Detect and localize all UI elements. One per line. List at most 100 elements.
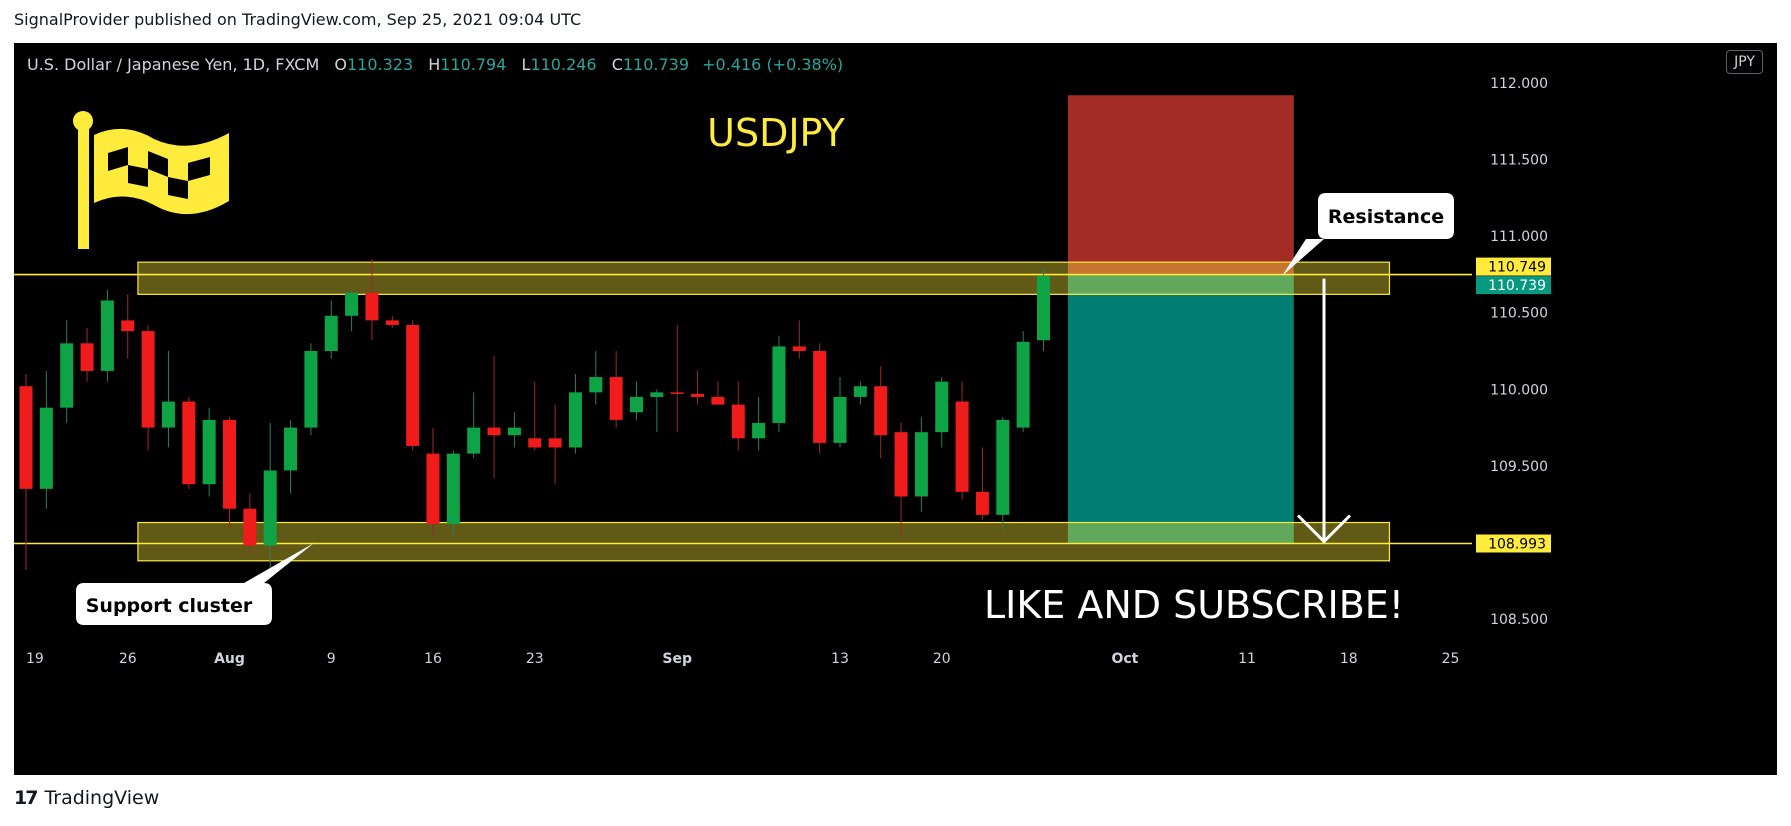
candle-body — [141, 331, 155, 428]
price-axis-bg — [1472, 43, 1777, 775]
candle-body — [161, 401, 175, 428]
candle-body — [121, 320, 135, 332]
price-label-text: 110.749 — [1488, 260, 1546, 276]
candle-body — [568, 392, 582, 448]
candle-body — [691, 393, 705, 397]
publish-text: SignalProvider published on TradingView.… — [14, 10, 582, 29]
x-tick-label: 16 — [424, 651, 442, 667]
low-value: 110.246 — [530, 55, 597, 74]
publish-header: SignalProvider published on TradingView.… — [14, 10, 581, 29]
candle-body — [975, 491, 989, 515]
change-value: +0.416 (+0.38%) — [702, 55, 844, 74]
support-zone — [137, 521, 1391, 562]
candle-body — [792, 346, 806, 351]
candle-body — [731, 404, 745, 439]
price-label-text: 108.993 — [1488, 537, 1546, 553]
projection-arrow-head — [1296, 514, 1352, 544]
x-tick-label: Oct — [1111, 651, 1138, 667]
symbol-legend: U.S. Dollar / Japanese Yen, 1D, FXCM O11… — [27, 55, 843, 74]
resistance-callout-bubble — [1282, 193, 1454, 276]
candle-body — [670, 392, 684, 394]
symbol-name: U.S. Dollar / Japanese Yen, 1D, FXCM — [27, 55, 320, 74]
candle-body — [996, 419, 1010, 515]
chart-title: USDJPY — [707, 111, 845, 155]
candle-body — [833, 396, 847, 443]
resistance-callout-label: Resistance — [1328, 206, 1444, 228]
candle-body — [243, 508, 257, 546]
price-label-text: 110.739 — [1488, 278, 1546, 294]
candle-body — [507, 427, 521, 436]
close-value: 110.739 — [622, 55, 690, 74]
candle-body — [263, 470, 277, 546]
x-tick-label: 26 — [119, 651, 137, 667]
candle-body — [487, 427, 501, 436]
checkered-flag-icon — [73, 111, 229, 249]
candle-body — [650, 392, 664, 397]
candle-body — [874, 386, 888, 436]
price-label-bg — [1476, 276, 1551, 295]
candle-body — [426, 453, 440, 525]
candle-body — [60, 343, 74, 408]
support-callout-label: Support cluster — [86, 595, 253, 617]
candle-body — [365, 292, 379, 321]
candle-body — [1037, 275, 1050, 341]
price-label-bg — [1476, 257, 1551, 276]
x-tick-label: 18 — [1340, 651, 1358, 667]
candle-body — [752, 422, 766, 439]
open-label: O — [334, 55, 347, 74]
candle-body — [853, 386, 867, 397]
candle-body — [772, 346, 786, 423]
y-tick-label: 108.500 — [1490, 612, 1548, 628]
candle-body — [284, 427, 298, 471]
candle-body — [304, 351, 318, 428]
x-tick-label: 9 — [327, 651, 336, 667]
candle-body — [609, 377, 623, 420]
candle-body — [528, 438, 542, 448]
y-tick-label: 109.500 — [1490, 459, 1548, 475]
chart-frame[interactable]: Resistance Support cluster USDJPY LIKE AND … — [14, 43, 1777, 775]
candle-body — [345, 292, 359, 316]
high-value: 110.794 — [440, 55, 507, 74]
candle-body — [589, 377, 603, 393]
take-profit-zone — [1067, 274, 1294, 544]
tradingview-logo-icon: 17 — [14, 787, 38, 809]
open-value: 110.323 — [346, 55, 414, 74]
candle-body — [935, 381, 949, 433]
candle-body — [894, 432, 908, 497]
support-callout-bubble — [76, 543, 314, 625]
candle-body — [813, 351, 827, 443]
chart-canvas[interactable]: Resistance Support cluster USDJPY LIKE AND … — [14, 43, 1777, 775]
candle-body — [446, 453, 460, 525]
candle-body — [1016, 341, 1030, 428]
y-tick-label: 111.500 — [1490, 153, 1548, 169]
x-tick-label: 11 — [1238, 651, 1256, 667]
currency-badge[interactable]: JPY — [1726, 50, 1763, 74]
candle-body — [548, 438, 562, 448]
candle-body — [406, 324, 420, 446]
price-label-bg — [1476, 534, 1551, 553]
candle-body — [914, 432, 928, 497]
close-label: C — [611, 55, 623, 74]
candle-body — [202, 419, 216, 485]
resistance-zone — [137, 261, 1391, 295]
tradingview-brand: TradingView — [44, 787, 160, 809]
x-tick-label: Aug — [214, 651, 245, 667]
x-tick-label: 19 — [26, 651, 44, 667]
y-tick-label: 111.000 — [1490, 229, 1548, 245]
tradingview-footer[interactable]: 17 TradingView — [14, 787, 159, 809]
y-tick-label: 110.500 — [1490, 306, 1548, 322]
low-label: L — [521, 55, 531, 74]
candle-body — [39, 407, 53, 489]
high-label: H — [428, 55, 441, 74]
candle-body — [182, 401, 196, 485]
candle-body — [324, 315, 338, 351]
candle-body — [955, 401, 969, 492]
stop-loss-zone — [1067, 95, 1294, 275]
x-tick-label: 25 — [1442, 651, 1460, 667]
subscribe-cta: LIKE AND SUBSCRIBE! — [984, 583, 1404, 627]
x-tick-label: Sep — [662, 651, 692, 667]
candle-body — [711, 396, 725, 405]
candle-body — [630, 396, 643, 413]
x-tick-label: 23 — [526, 651, 544, 667]
candle-body — [223, 419, 236, 509]
